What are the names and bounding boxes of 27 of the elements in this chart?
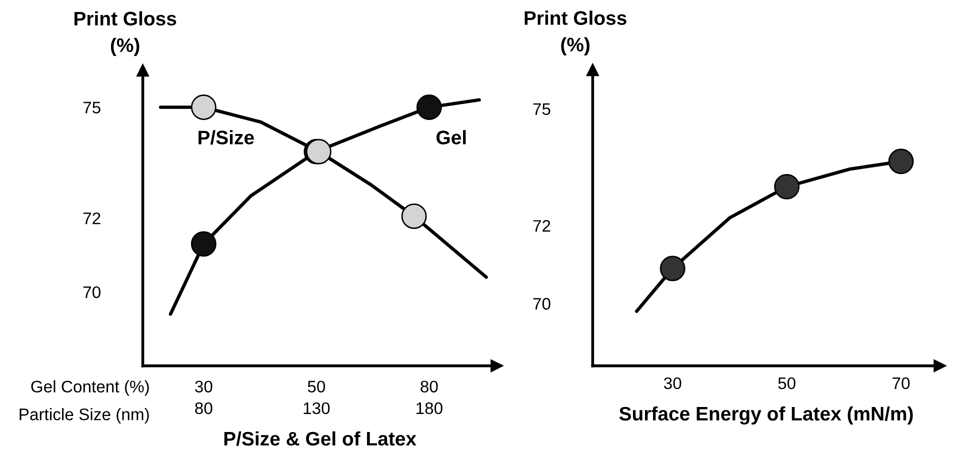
x-tick-label: 180 [416,402,442,414]
y-tick-label: 75 [83,102,100,114]
x-tick-label: 50 [778,377,796,390]
y-tick-label: 75 [533,103,550,115]
text: Particle Size (nm) [20,408,149,424]
x-tick-label: 30 [664,377,682,390]
y-axis-title: Print Gloss (%) [74,11,176,56]
y-tick-label: 70 [83,286,100,298]
y-tick-label: 72 [83,212,100,224]
x-tick-label: 130 [304,402,330,414]
x-tick-label: 80 [195,402,212,414]
text: Gel Content (%) [31,380,149,396]
point [774,174,800,200]
point [190,94,216,120]
point [888,148,914,174]
y-tick-label: 72 [533,220,550,232]
point [401,203,427,229]
point [660,256,686,282]
x-tick-label: 70 [892,377,910,390]
annotation: Gel [436,130,466,144]
y-axis-title: Print Gloss (%) [524,10,626,56]
annotation: P/Size [198,130,254,145]
point [190,231,216,257]
y-tick-label: 70 [533,298,550,310]
point [416,94,442,120]
x-axis-title: Surface Energy of Latex (mN/m) [619,406,913,425]
x-axis-title: P/Size & Gel of Latex [224,431,416,446]
